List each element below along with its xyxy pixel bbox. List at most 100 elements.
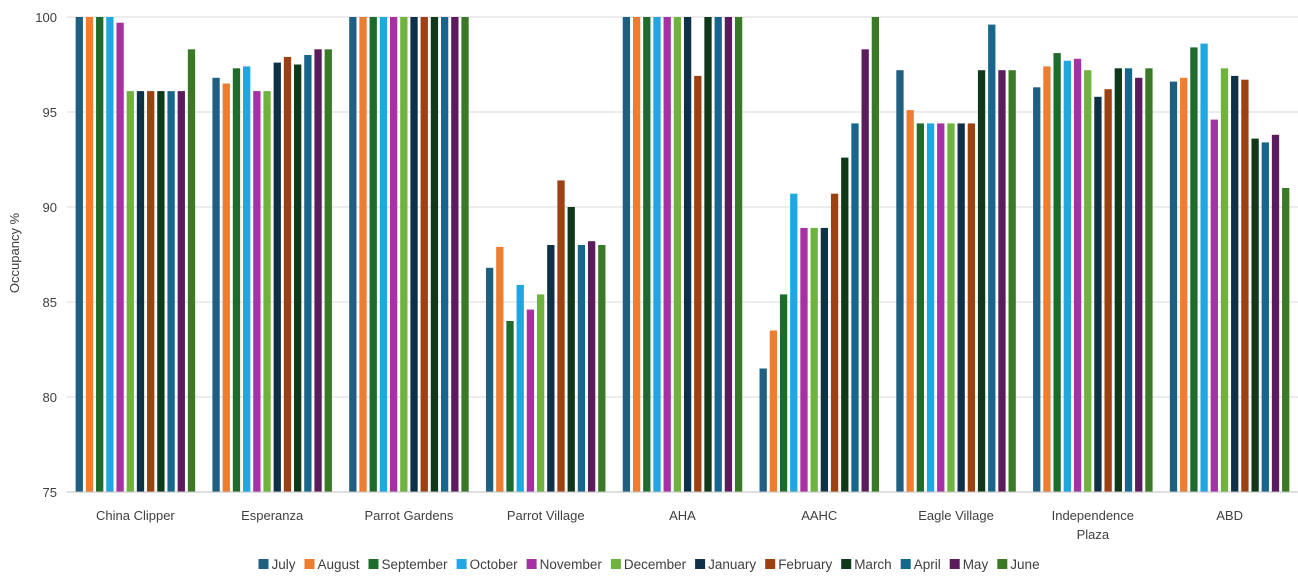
bar-august bbox=[496, 246, 504, 492]
bar-july bbox=[212, 77, 220, 493]
bar-september bbox=[232, 68, 241, 493]
bar-december bbox=[263, 91, 271, 492]
legend-item-october: October bbox=[456, 557, 519, 572]
bar-february bbox=[694, 75, 702, 493]
legend-label: October bbox=[470, 557, 519, 572]
legend-label: June bbox=[1010, 557, 1039, 572]
bar-november bbox=[253, 91, 261, 492]
bar-march bbox=[704, 17, 712, 492]
bar-february bbox=[420, 17, 428, 492]
bar-july bbox=[759, 368, 767, 492]
bar-june bbox=[1282, 188, 1290, 492]
bar-february bbox=[1104, 89, 1112, 492]
bar-july bbox=[896, 70, 904, 492]
bars bbox=[75, 17, 1290, 493]
bar-june bbox=[871, 17, 880, 492]
bar-december bbox=[673, 17, 682, 492]
legend-label: May bbox=[963, 557, 989, 572]
bar-february bbox=[147, 91, 155, 492]
bar-october bbox=[1063, 60, 1071, 492]
x-tick-label: Parrot Village bbox=[507, 508, 585, 523]
legend-item-march: March bbox=[841, 557, 892, 572]
bar-june bbox=[1008, 70, 1016, 492]
bar-may bbox=[587, 241, 596, 492]
bar-august bbox=[906, 110, 914, 492]
bar-march bbox=[841, 157, 849, 492]
bar-october bbox=[106, 17, 114, 492]
legend-item-november: November bbox=[526, 557, 602, 572]
bar-april bbox=[304, 55, 312, 492]
legend-swatch bbox=[997, 559, 1008, 569]
bar-june bbox=[324, 49, 332, 493]
bar-march bbox=[430, 17, 439, 492]
legend-swatch bbox=[304, 559, 315, 569]
bar-december bbox=[810, 227, 818, 492]
bar-october bbox=[379, 17, 388, 492]
x-tick-label: Eagle Village bbox=[918, 508, 994, 523]
legend-item-january: January bbox=[695, 557, 756, 572]
bar-december bbox=[1084, 70, 1092, 492]
bar-october bbox=[926, 123, 935, 493]
legend-item-december: December bbox=[610, 557, 687, 572]
bar-december bbox=[536, 294, 545, 492]
bar-june bbox=[461, 17, 469, 492]
bar-march bbox=[977, 70, 986, 492]
legend-item-august: August bbox=[304, 557, 360, 572]
legend-swatch bbox=[456, 559, 467, 569]
bar-april bbox=[851, 123, 859, 493]
bar-april bbox=[714, 17, 722, 492]
bar-august bbox=[1043, 66, 1051, 493]
bar-april bbox=[167, 91, 175, 492]
y-tick-label: 75 bbox=[43, 485, 57, 500]
bar-june bbox=[598, 245, 606, 492]
bar-december bbox=[1220, 68, 1229, 493]
legend-item-september: September bbox=[368, 557, 448, 572]
y-tick-label: 95 bbox=[43, 105, 57, 120]
bar-august bbox=[1180, 77, 1188, 493]
bar-july bbox=[75, 17, 83, 492]
bar-january bbox=[683, 17, 692, 492]
bar-june bbox=[734, 17, 743, 492]
legend-item-june: June bbox=[997, 557, 1040, 572]
axes: 75 80 85 90 95 100 China Clipper Esperanza Parro… bbox=[35, 10, 1298, 542]
bar-october bbox=[653, 17, 661, 492]
bar-july bbox=[622, 17, 631, 492]
bar-november bbox=[663, 17, 671, 492]
bar-april bbox=[577, 245, 586, 492]
bar-september bbox=[506, 321, 514, 492]
bar-january bbox=[410, 17, 418, 492]
legend-item-may: May bbox=[949, 557, 989, 572]
bar-february bbox=[1241, 79, 1249, 492]
bar-february bbox=[283, 56, 292, 493]
legend-swatch bbox=[526, 559, 537, 569]
bar-january bbox=[820, 227, 829, 492]
legend-swatch bbox=[368, 559, 379, 569]
x-tick-label: Plaza bbox=[1077, 527, 1110, 542]
bar-february bbox=[557, 180, 565, 492]
legend-label: December bbox=[624, 557, 687, 572]
bar-september bbox=[96, 17, 104, 492]
bar-march bbox=[567, 207, 575, 492]
bar-december bbox=[126, 91, 134, 492]
bar-january bbox=[273, 62, 281, 492]
legend-label: March bbox=[854, 557, 892, 572]
bar-may bbox=[1271, 134, 1280, 493]
bar-september bbox=[643, 17, 651, 492]
legend-swatch bbox=[765, 559, 776, 569]
bar-november bbox=[937, 123, 945, 493]
y-tick-label: 80 bbox=[43, 390, 57, 405]
bar-march bbox=[1114, 68, 1122, 493]
bar-july bbox=[1033, 87, 1041, 493]
bar-july bbox=[1169, 81, 1178, 492]
bar-june bbox=[187, 49, 196, 493]
x-tick-label: AAHC bbox=[801, 508, 837, 523]
bar-september bbox=[1190, 47, 1198, 493]
x-tick-label: Independence bbox=[1052, 508, 1134, 523]
bar-november bbox=[526, 309, 535, 492]
bar-may bbox=[998, 70, 1006, 492]
bar-september bbox=[916, 123, 925, 493]
legend-label: January bbox=[708, 557, 756, 572]
bar-january bbox=[136, 91, 145, 492]
